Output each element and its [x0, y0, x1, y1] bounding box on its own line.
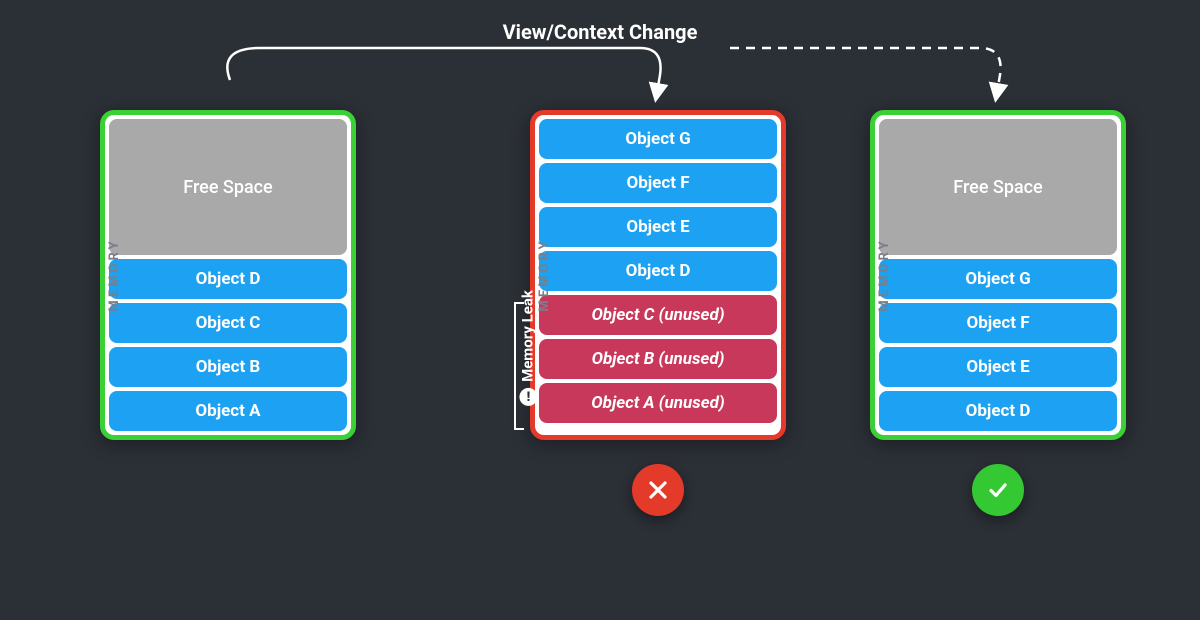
diagram-title: View/Context Change — [503, 20, 698, 44]
arrow-dashed — [730, 48, 1001, 98]
memory-box-right: Free Space Object G Object F Object E Ob… — [870, 110, 1126, 440]
memory-label-left: MEMORY — [107, 238, 122, 311]
free-space-left: Free Space — [109, 119, 347, 255]
memory-panel-right: MEMORY Free Space Object G Object F Obje… — [870, 110, 1126, 440]
memory-label-right: MEMORY — [877, 238, 892, 311]
object-row: Object F — [539, 163, 777, 203]
object-row-unused: Object B (unused) — [539, 339, 777, 379]
memory-box-left: Free Space Object D Object C Object B Ob… — [100, 110, 356, 440]
object-row: Object A — [109, 391, 347, 431]
cross-icon — [646, 478, 670, 502]
object-row-unused: Object C (unused) — [539, 295, 777, 335]
object-row: Object F — [879, 303, 1117, 343]
status-ok-icon — [972, 464, 1024, 516]
leak-bracket — [514, 302, 524, 430]
object-row: Object B — [109, 347, 347, 387]
object-row: Object E — [539, 207, 777, 247]
object-row: Object C — [109, 303, 347, 343]
status-fail-icon — [632, 464, 684, 516]
check-icon — [986, 478, 1010, 502]
memory-label-middle: MEMORY — [537, 238, 552, 311]
free-space-right: Free Space — [879, 119, 1117, 255]
object-row-unused: Object A (unused) — [539, 383, 777, 423]
object-row: Object G — [879, 259, 1117, 299]
object-row: Object D — [539, 251, 777, 291]
object-row: Object E — [879, 347, 1117, 387]
arrow-solid — [227, 48, 660, 98]
memory-panel-middle: MEMORY !Memory Leak Object G Object F Ob… — [530, 110, 786, 440]
memory-panel-left: MEMORY Free Space Object D Object C Obje… — [100, 110, 356, 440]
object-row: Object D — [109, 259, 347, 299]
object-row: Object D — [879, 391, 1117, 431]
memory-box-middle: Object G Object F Object E Object D Obje… — [530, 110, 786, 440]
object-row: Object G — [539, 119, 777, 159]
